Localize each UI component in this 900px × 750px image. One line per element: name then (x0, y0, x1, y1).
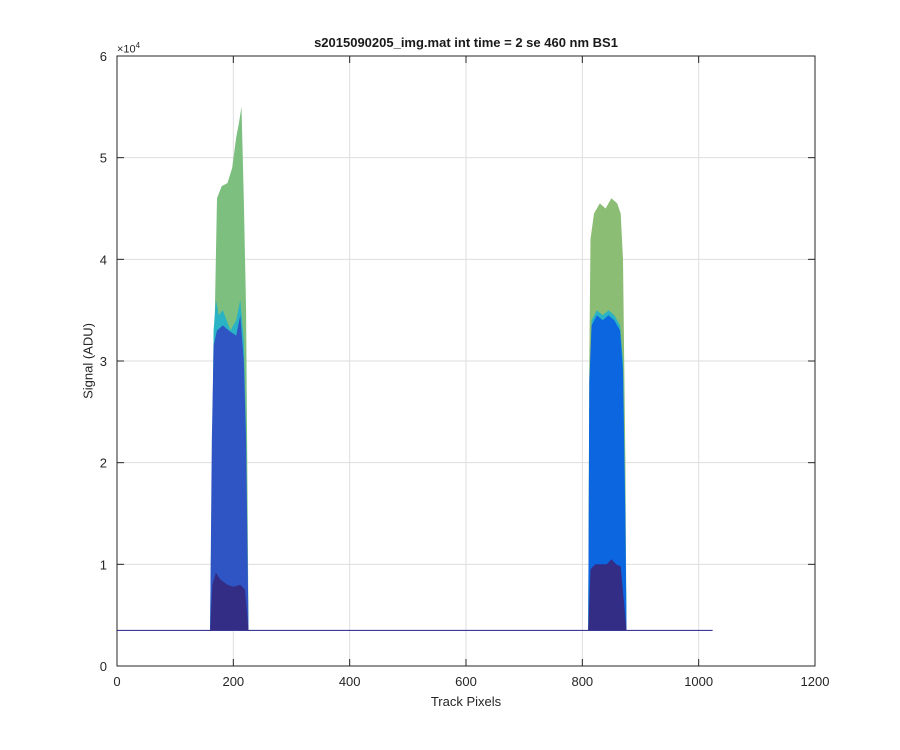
x-axis-label: Track Pixels (430, 694, 502, 709)
peak-2-mid-area (588, 315, 627, 631)
x-tick-label: 800 (571, 674, 593, 689)
chart-title: s2015090205_img.mat int time = 2 se 460 … (314, 35, 618, 50)
y-tick-label: 1 (100, 557, 107, 572)
y-tick-label: 2 (100, 456, 107, 471)
x-tick-label: 0 (113, 674, 120, 689)
x-tick-label: 200 (222, 674, 244, 689)
peak-1-low-area (210, 572, 249, 631)
y-axis-exponent: ×104 (117, 41, 140, 56)
y-axis-exponent-power: 4 (135, 41, 141, 50)
y-tick-label: 3 (100, 354, 107, 369)
y-tick-label: 4 (100, 252, 107, 267)
y-tick-label: 0 (100, 659, 107, 674)
x-tick-label: 1200 (801, 674, 830, 689)
y-tick-label: 5 (100, 151, 107, 166)
y-axis-exponent-base: ×10 (117, 43, 136, 56)
x-tick-label: 1000 (684, 674, 713, 689)
y-tick-label: 6 (100, 49, 107, 64)
peak-1-mid-area (210, 315, 249, 631)
peak-2-low-area (588, 559, 627, 631)
x-tick-label: 400 (339, 674, 361, 689)
x-tick-label: 600 (455, 674, 477, 689)
